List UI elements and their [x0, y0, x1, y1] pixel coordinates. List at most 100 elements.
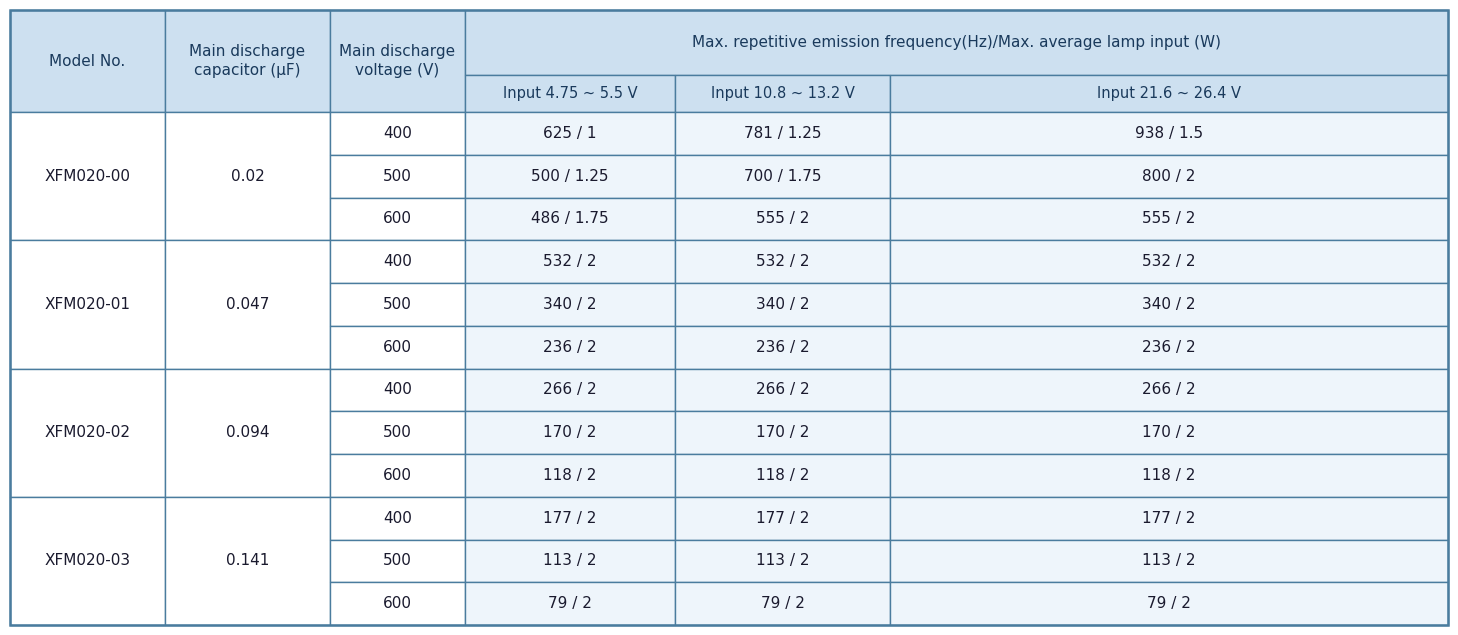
Text: Input 4.75 ~ 5.5 V: Input 4.75 ~ 5.5 V [503, 86, 637, 101]
Bar [465, 582, 675, 625]
Bar [465, 540, 675, 582]
Text: 781 / 1.25: 781 / 1.25 [744, 126, 821, 141]
Bar [675, 112, 889, 155]
Text: Model No.: Model No. [50, 53, 125, 69]
Text: 170 / 2: 170 / 2 [1142, 425, 1196, 440]
Bar [330, 497, 465, 540]
Bar [10, 10, 165, 112]
Text: 400: 400 [383, 511, 413, 526]
Text: 400: 400 [383, 254, 413, 269]
Bar [465, 197, 675, 240]
Bar [465, 240, 675, 283]
Text: 938 / 1.5: 938 / 1.5 [1134, 126, 1203, 141]
Bar [330, 283, 465, 326]
Bar [465, 497, 675, 540]
Text: 170 / 2: 170 / 2 [544, 425, 596, 440]
Bar [889, 540, 1448, 582]
Text: Main discharge
capacitor (μF): Main discharge capacitor (μF) [190, 44, 306, 78]
Text: 500: 500 [383, 297, 413, 312]
Text: 0.02: 0.02 [230, 169, 264, 184]
Bar [889, 454, 1448, 497]
Bar [675, 497, 889, 540]
Bar [465, 75, 675, 112]
Bar [465, 112, 675, 155]
Text: 500: 500 [383, 425, 413, 440]
Text: 266 / 2: 266 / 2 [544, 382, 596, 398]
Text: 340 / 2: 340 / 2 [544, 297, 596, 312]
Bar [889, 326, 1448, 368]
Text: 118 / 2: 118 / 2 [755, 468, 809, 483]
Bar [675, 155, 889, 197]
Bar [889, 75, 1448, 112]
Bar [675, 368, 889, 411]
Bar [465, 326, 675, 368]
Text: XFM020-00: XFM020-00 [45, 169, 131, 184]
Text: 600: 600 [383, 468, 413, 483]
Bar [330, 411, 465, 454]
Bar [330, 10, 465, 112]
Text: 79 / 2: 79 / 2 [761, 596, 805, 611]
Text: 0.094: 0.094 [226, 425, 270, 440]
Text: 0.141: 0.141 [226, 553, 270, 568]
Bar [889, 112, 1448, 155]
Text: 266 / 2: 266 / 2 [755, 382, 809, 398]
Text: 340 / 2: 340 / 2 [1142, 297, 1196, 312]
Bar [330, 240, 465, 283]
Text: 500 / 1.25: 500 / 1.25 [531, 169, 609, 184]
Bar [165, 112, 330, 240]
Text: 79 / 2: 79 / 2 [548, 596, 592, 611]
Text: 177 / 2: 177 / 2 [1142, 511, 1196, 526]
Text: 236 / 2: 236 / 2 [755, 340, 809, 354]
Text: 118 / 2: 118 / 2 [1142, 468, 1196, 483]
Bar [675, 240, 889, 283]
Bar [330, 326, 465, 368]
Bar [330, 197, 465, 240]
Text: 600: 600 [383, 340, 413, 354]
Bar [10, 368, 165, 497]
Bar [330, 540, 465, 582]
Text: 625 / 1: 625 / 1 [544, 126, 596, 141]
Text: 600: 600 [383, 596, 413, 611]
Text: 400: 400 [383, 382, 413, 398]
Bar [330, 582, 465, 625]
Bar [889, 368, 1448, 411]
Bar [675, 283, 889, 326]
Text: 177 / 2: 177 / 2 [755, 511, 809, 526]
Text: 500: 500 [383, 553, 413, 568]
Bar [675, 411, 889, 454]
Bar [10, 240, 165, 368]
Bar [675, 454, 889, 497]
Bar [465, 454, 675, 497]
Text: Input 21.6 ~ 26.4 V: Input 21.6 ~ 26.4 V [1096, 86, 1241, 101]
Bar [889, 155, 1448, 197]
Text: XFM020-01: XFM020-01 [45, 297, 131, 312]
Text: 266 / 2: 266 / 2 [1142, 382, 1196, 398]
Bar [165, 10, 330, 112]
Text: 486 / 1.75: 486 / 1.75 [531, 211, 609, 226]
Text: 236 / 2: 236 / 2 [1142, 340, 1196, 354]
Bar [465, 155, 675, 197]
Bar [330, 454, 465, 497]
Bar [165, 240, 330, 368]
Bar [675, 75, 889, 112]
Text: 236 / 2: 236 / 2 [544, 340, 596, 354]
Text: Input 10.8 ~ 13.2 V: Input 10.8 ~ 13.2 V [710, 86, 854, 101]
Text: 555 / 2: 555 / 2 [755, 211, 809, 226]
Bar [165, 368, 330, 497]
Bar [10, 112, 165, 240]
Text: Main discharge
voltage (V): Main discharge voltage (V) [340, 44, 455, 78]
Text: 555 / 2: 555 / 2 [1142, 211, 1196, 226]
Text: 532 / 2: 532 / 2 [1142, 254, 1196, 269]
Text: 400: 400 [383, 126, 413, 141]
Text: 532 / 2: 532 / 2 [544, 254, 596, 269]
Bar [675, 540, 889, 582]
Bar [675, 582, 889, 625]
Bar [675, 197, 889, 240]
Text: XFM020-03: XFM020-03 [44, 553, 131, 568]
Text: 79 / 2: 79 / 2 [1147, 596, 1191, 611]
Text: 170 / 2: 170 / 2 [755, 425, 809, 440]
Text: 113 / 2: 113 / 2 [1142, 553, 1196, 568]
Bar [330, 112, 465, 155]
Bar [330, 368, 465, 411]
Bar [889, 411, 1448, 454]
